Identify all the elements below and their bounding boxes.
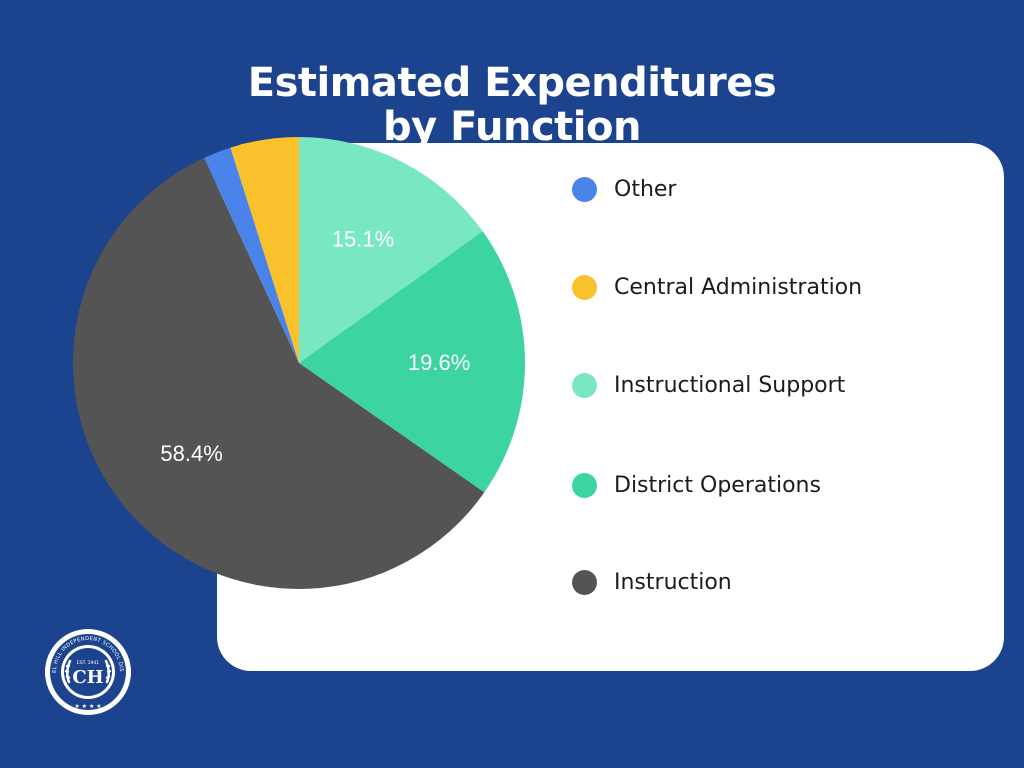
slice-label-district-operations: 19.6%: [408, 350, 470, 375]
pie-slice-central-administration: [230, 137, 299, 363]
pie-slice-instructional-support: [299, 137, 483, 363]
chart-title-line-2: by Function: [383, 103, 641, 150]
legend-swatch: [572, 569, 597, 595]
legend-swatch: [572, 372, 597, 398]
chart-title-line-1: Estimated Expenditures: [247, 59, 777, 106]
district-seal-logo: EST. 1941 CH ★ ★ ★ ★ CHAPEL HILL INDEPEN…: [44, 628, 131, 715]
legend-label: Instruction: [614, 569, 732, 595]
legend-swatch: [572, 472, 597, 498]
slice-label-instruction: 58.4%: [160, 441, 222, 466]
legend-item-other: Other: [572, 174, 676, 204]
legend-label: Other: [614, 176, 677, 202]
legend-swatch: [572, 176, 597, 202]
legend-item-district-operations: District Operations: [572, 470, 821, 500]
pie-slice-instruction: [72, 157, 485, 589]
pie-slice-district-operations: [299, 231, 525, 493]
legend-label: Instructional Support: [614, 372, 846, 398]
legend-label: Central Administration: [614, 274, 863, 300]
legend-item-central-administration: Central Administration: [572, 272, 862, 302]
svg-text:EST. 1941: EST. 1941: [77, 660, 99, 666]
pie-slice-other: [204, 147, 299, 363]
legend-item-instructional-support: Instructional Support: [572, 370, 845, 400]
legend-label: District Operations: [614, 472, 821, 498]
svg-text:★ ★ ★ ★: ★ ★ ★ ★: [74, 703, 101, 710]
legend-item-instruction: Instruction: [572, 567, 732, 597]
chart-title: Estimated Expenditures by Function: [0, 61, 1024, 149]
slice-label-instructional-support: 15.1%: [332, 226, 394, 251]
svg-text:CH: CH: [72, 667, 103, 688]
legend-swatch: [572, 274, 597, 300]
